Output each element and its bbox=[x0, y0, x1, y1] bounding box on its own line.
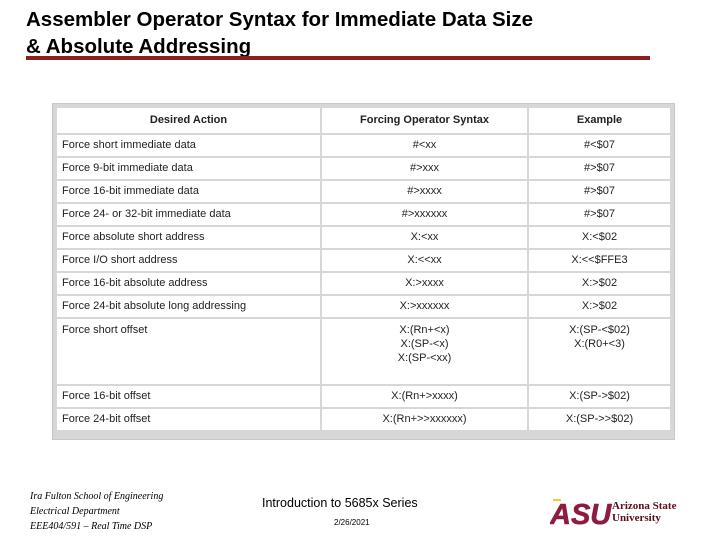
example-line: X:(R0+<3) bbox=[574, 338, 625, 350]
footer-department-line: Electrical Department bbox=[30, 506, 120, 517]
column-header-example: Example bbox=[529, 108, 670, 133]
asu-logo-wordmark: Arizona State University bbox=[612, 500, 702, 524]
example-cell: X:(SP-<$02) X:(R0+<3) bbox=[529, 319, 670, 384]
asu-logo-accent bbox=[553, 499, 561, 501]
table-row: Force 24- or 32-bit immediate data #>xxx… bbox=[57, 204, 670, 225]
syntax-cell: X:(Rn+>>xxxxxx) bbox=[322, 409, 527, 430]
syntax-table: Desired Action Forcing Operator Syntax E… bbox=[55, 106, 672, 432]
action-cell: Force short offset bbox=[57, 319, 320, 384]
example-line: X:(SP-<$02) bbox=[569, 324, 630, 336]
example-cell: X:>$02 bbox=[529, 273, 670, 294]
table-header-row: Desired Action Forcing Operator Syntax E… bbox=[57, 108, 670, 133]
action-cell: Force 16-bit absolute address bbox=[57, 273, 320, 294]
example-cell: X:<$02 bbox=[529, 227, 670, 248]
syntax-cell: #<xx bbox=[322, 135, 527, 156]
slide-title-line2: & Absolute Addressing bbox=[26, 35, 252, 58]
action-cell: Force 16-bit offset bbox=[57, 386, 320, 407]
syntax-line: X:(SP-<x) bbox=[400, 338, 449, 350]
syntax-cell: X:(Rn+>xxxx) bbox=[322, 386, 527, 407]
action-cell: Force short immediate data bbox=[57, 135, 320, 156]
table-row: Force 9-bit immediate data #>xxx #>$07 bbox=[57, 158, 670, 179]
example-cell: #<$07 bbox=[529, 135, 670, 156]
asu-logo-icon: ASU bbox=[550, 499, 613, 529]
asu-logo-word-2: University bbox=[612, 512, 661, 524]
slide-title: Assembler Operator Syntax for Immediate … bbox=[26, 6, 676, 60]
table-row: Force short offset X:(Rn+<x) X:(SP-<x) X… bbox=[57, 319, 670, 384]
syntax-cell: X:(Rn+<x) X:(SP-<x) X:(SP-<xx) bbox=[322, 319, 527, 384]
syntax-cell: #>xxxx bbox=[322, 181, 527, 202]
footer-course-line: EEE404/591 – Real Time DSP bbox=[30, 521, 153, 532]
column-header-syntax: Forcing Operator Syntax bbox=[322, 108, 527, 133]
table-row: Force 16-bit absolute address X:>xxxx X:… bbox=[57, 273, 670, 294]
syntax-cell: X:<xx bbox=[322, 227, 527, 248]
action-cell: Force 24-bit offset bbox=[57, 409, 320, 430]
example-cell: X:<<$FFE3 bbox=[529, 250, 670, 271]
syntax-cell: X:>xxxxxx bbox=[322, 296, 527, 317]
table-row: Force I/O short address X:<<xx X:<<$FFE3 bbox=[57, 250, 670, 271]
action-cell: Force 24- or 32-bit immediate data bbox=[57, 204, 320, 225]
footer-school-line: Ira Fulton School of Engineering bbox=[30, 491, 164, 502]
example-cell: X:>$02 bbox=[529, 296, 670, 317]
syntax-cell: #>xxx bbox=[322, 158, 527, 179]
table-row: Force 16-bit immediate data #>xxxx #>$07 bbox=[57, 181, 670, 202]
table-row: Force short immediate data #<xx #<$07 bbox=[57, 135, 670, 156]
syntax-line: X:(Rn+<x) bbox=[399, 324, 450, 336]
footer-title: Introduction to 5685x Series bbox=[262, 496, 418, 510]
title-underline bbox=[26, 56, 650, 60]
asu-logo-word-1: Arizona State bbox=[612, 500, 677, 512]
action-cell: Force 16-bit immediate data bbox=[57, 181, 320, 202]
syntax-cell: X:<<xx bbox=[322, 250, 527, 271]
column-header-action: Desired Action bbox=[57, 108, 320, 133]
table-row: Force 16-bit offset X:(Rn+>xxxx) X:(SP->… bbox=[57, 386, 670, 407]
asu-logo-letters: ASU bbox=[550, 499, 612, 529]
syntax-cell: #>xxxxxx bbox=[322, 204, 527, 225]
footer-school-info: Ira Fulton School of Engineering Electri… bbox=[30, 489, 240, 534]
syntax-line: X:(SP-<xx) bbox=[397, 352, 452, 364]
action-cell: Force 24-bit absolute long addressing bbox=[57, 296, 320, 317]
footer-date: 2/26/2021 bbox=[334, 518, 370, 527]
action-cell: Force 9-bit immediate data bbox=[57, 158, 320, 179]
example-cell: #>$07 bbox=[529, 158, 670, 179]
table-row: Force absolute short address X:<xx X:<$0… bbox=[57, 227, 670, 248]
syntax-cell: X:>xxxx bbox=[322, 273, 527, 294]
action-cell: Force absolute short address bbox=[57, 227, 320, 248]
slide-title-line1: Assembler Operator Syntax for Immediate … bbox=[26, 8, 533, 31]
table-row: Force 24-bit offset X:(Rn+>>xxxxxx) X:(S… bbox=[57, 409, 670, 430]
example-cell: #>$07 bbox=[529, 204, 670, 225]
syntax-table-frame: Desired Action Forcing Operator Syntax E… bbox=[52, 103, 675, 440]
example-cell: X:(SP->$02) bbox=[529, 386, 670, 407]
table-row: Force 24-bit absolute long addressing X:… bbox=[57, 296, 670, 317]
example-cell: #>$07 bbox=[529, 181, 670, 202]
example-cell: X:(SP->>$02) bbox=[529, 409, 670, 430]
action-cell: Force I/O short address bbox=[57, 250, 320, 271]
